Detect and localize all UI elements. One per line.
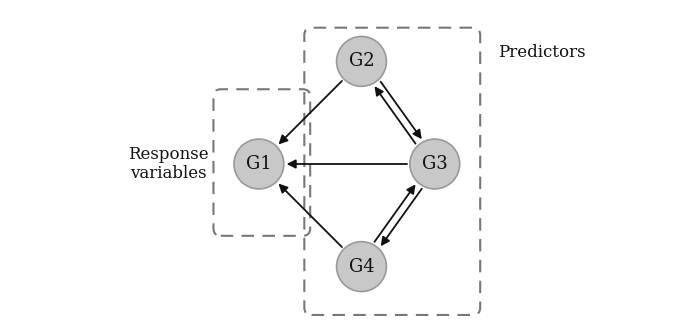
Text: Response
variables: Response variables	[128, 146, 208, 182]
Circle shape	[337, 242, 386, 292]
Text: G3: G3	[422, 155, 447, 173]
Text: G4: G4	[349, 257, 374, 276]
Text: G1: G1	[246, 155, 272, 173]
Circle shape	[337, 36, 386, 86]
Circle shape	[410, 139, 460, 189]
Circle shape	[234, 139, 284, 189]
Text: G2: G2	[349, 52, 374, 71]
Text: Predictors: Predictors	[498, 44, 585, 61]
